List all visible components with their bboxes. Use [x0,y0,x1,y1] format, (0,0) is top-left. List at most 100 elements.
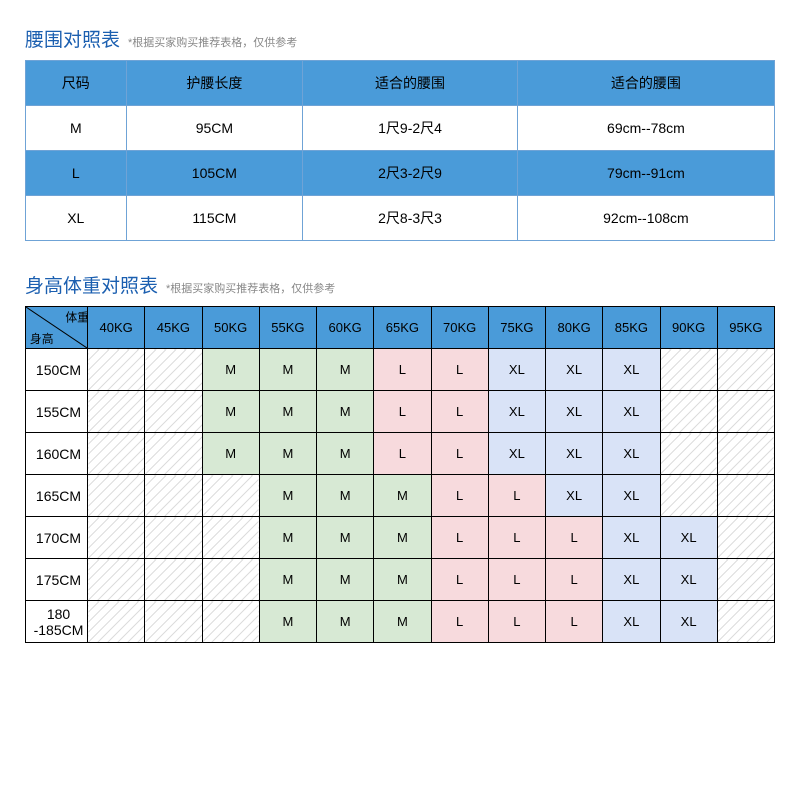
size-cell [660,391,717,433]
size-cell [717,475,774,517]
size-cell: M [317,433,374,475]
size-cell: L [431,601,488,643]
size-cell: M [317,559,374,601]
size-cell [88,433,145,475]
size-cell: L [546,559,603,601]
size-cell: M [374,475,431,517]
size-cell: XL [603,391,660,433]
size-cell: M [202,391,259,433]
size-cell: M [259,391,316,433]
waist-row: L105CM2尺3-2尺979cm--91cm [26,151,775,196]
weight-header: 65KG [374,307,431,349]
size-cell: L [431,391,488,433]
size-cell [88,517,145,559]
waist-header-cell: 尺码 [26,61,127,106]
size-cell: L [431,433,488,475]
sizechart-title-row: 身高体重对照表 *根据买家购买推荐表格，仅供参考 [25,271,775,298]
weight-header: 80KG [546,307,603,349]
waist-row: XL115CM2尺8-3尺392cm--108cm [26,196,775,241]
waist-cell: 95CM [126,106,303,151]
size-row: 170CMMMMLLLXLXL [26,517,775,559]
size-cell: XL [603,349,660,391]
size-cell [202,601,259,643]
size-cell: L [374,391,431,433]
size-cell [145,517,202,559]
weight-header: 70KG [431,307,488,349]
weight-header: 75KG [488,307,545,349]
size-cell: L [431,475,488,517]
size-cell [145,349,202,391]
size-cell [717,601,774,643]
size-cell: XL [603,517,660,559]
size-cell: M [317,349,374,391]
waist-cell: 69cm--78cm [517,106,774,151]
waist-cell: M [26,106,127,151]
waist-title-row: 腰围对照表 *根据买家购买推荐表格，仅供参考 [25,25,775,52]
size-cell: XL [546,433,603,475]
size-cell: M [317,391,374,433]
weight-header: 60KG [317,307,374,349]
size-cell: XL [603,433,660,475]
height-label: 175CM [26,559,88,601]
weight-header: 40KG [88,307,145,349]
waist-header-cell: 适合的腰围 [517,61,774,106]
weight-header: 45KG [145,307,202,349]
size-cell: L [488,475,545,517]
size-cell: XL [660,517,717,559]
size-cell: L [546,517,603,559]
size-table: 体重身高40KG45KG50KG55KG60KG65KG70KG75KG80KG… [25,306,775,643]
size-cell: L [374,349,431,391]
size-cell: XL [660,601,717,643]
weight-header: 55KG [259,307,316,349]
waist-cell: 105CM [126,151,303,196]
size-cell: M [317,601,374,643]
size-cell [88,475,145,517]
weight-header: 85KG [603,307,660,349]
height-label: 160CM [26,433,88,475]
sizechart-section: 身高体重对照表 *根据买家购买推荐表格，仅供参考 体重身高40KG45KG50K… [25,271,775,643]
size-cell: L [374,433,431,475]
waist-cell: 2尺3-2尺9 [303,151,518,196]
size-row: 155CMMMMLLXLXLXL [26,391,775,433]
size-cell [88,559,145,601]
height-label: 165CM [26,475,88,517]
size-cell: M [317,475,374,517]
size-cell: M [374,601,431,643]
waist-subtitle: *根据买家购买推荐表格，仅供参考 [128,34,297,50]
size-cell [717,349,774,391]
size-cell [660,475,717,517]
size-cell: M [259,349,316,391]
size-cell [145,559,202,601]
size-cell: XL [603,475,660,517]
size-cell: L [488,601,545,643]
size-cell [202,475,259,517]
height-label: 150CM [26,349,88,391]
size-cell [145,475,202,517]
size-cell: M [259,475,316,517]
size-cell: M [202,349,259,391]
size-cell: L [488,517,545,559]
size-cell [660,349,717,391]
waist-cell: 1尺9-2尺4 [303,106,518,151]
size-cell: M [259,517,316,559]
size-cell [145,433,202,475]
size-cell [88,349,145,391]
size-cell: L [546,601,603,643]
size-cell [717,391,774,433]
size-cell: M [317,517,374,559]
height-label: 180 -185CM [26,601,88,643]
size-cell [88,601,145,643]
height-label: 170CM [26,517,88,559]
size-cell [145,601,202,643]
svg-text:身高: 身高 [30,332,54,346]
sizechart-corner: 体重身高 [26,307,88,349]
size-cell [202,517,259,559]
size-cell: XL [603,601,660,643]
size-cell: L [431,349,488,391]
waist-cell: 2尺8-3尺3 [303,196,518,241]
size-cell [88,391,145,433]
waist-section: 腰围对照表 *根据买家购买推荐表格，仅供参考 尺码护腰长度适合的腰围适合的腰围 … [25,25,775,241]
size-cell: XL [546,391,603,433]
size-row: 165CMMMMLLXLXL [26,475,775,517]
weight-header: 50KG [202,307,259,349]
